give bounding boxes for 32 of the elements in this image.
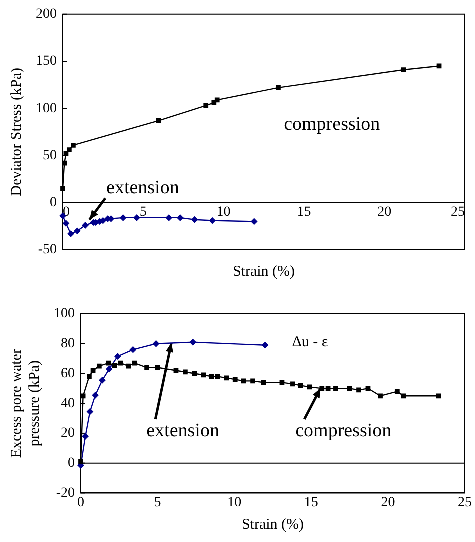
y-tick-label: 200	[36, 7, 57, 22]
x-tick-label: 5	[154, 495, 162, 510]
annotation: compression	[296, 420, 392, 442]
y-tick-label: 100	[54, 306, 75, 322]
x-tick-label: 25	[451, 204, 465, 220]
x-tick-label: 5	[140, 204, 147, 220]
y-tick-label: 80	[61, 336, 75, 352]
y-tick-label: 0	[68, 456, 75, 472]
y-tick-label: 60	[61, 366, 75, 382]
y-tick-label: 50	[43, 148, 57, 164]
y-tick-label: 40	[61, 396, 75, 412]
x-tick-label: 20	[381, 495, 396, 510]
y-axis-title: Excess pore water pressure (kPa)	[8, 349, 43, 458]
x-tick-label: 10	[228, 495, 242, 510]
x-tick-label: 15	[297, 204, 312, 220]
x-tick-label: 0	[78, 495, 84, 510]
x-tick-label: 20	[378, 204, 392, 220]
y-tick-label: 100	[36, 101, 57, 116]
x-tick-label: 25	[458, 495, 472, 510]
y-tick-label: 150	[36, 54, 57, 70]
x-tick-label: 10	[216, 204, 231, 220]
y-tick-label: -50	[38, 242, 57, 258]
y-axis-title: Deviator Stress (kPa)	[8, 68, 25, 196]
x-axis-title: Strain (%)	[232, 264, 296, 280]
y-tick-label: 20	[61, 426, 75, 442]
annotation: extension	[146, 420, 220, 442]
y-tick-label: -20	[56, 486, 75, 501]
annotation: Δu - ε	[292, 334, 328, 351]
annotation: compression	[284, 114, 381, 136]
x-tick-label: 15	[304, 495, 318, 510]
x-axis-title: Strain (%)	[242, 516, 304, 533]
annotation: extension	[106, 177, 180, 198]
